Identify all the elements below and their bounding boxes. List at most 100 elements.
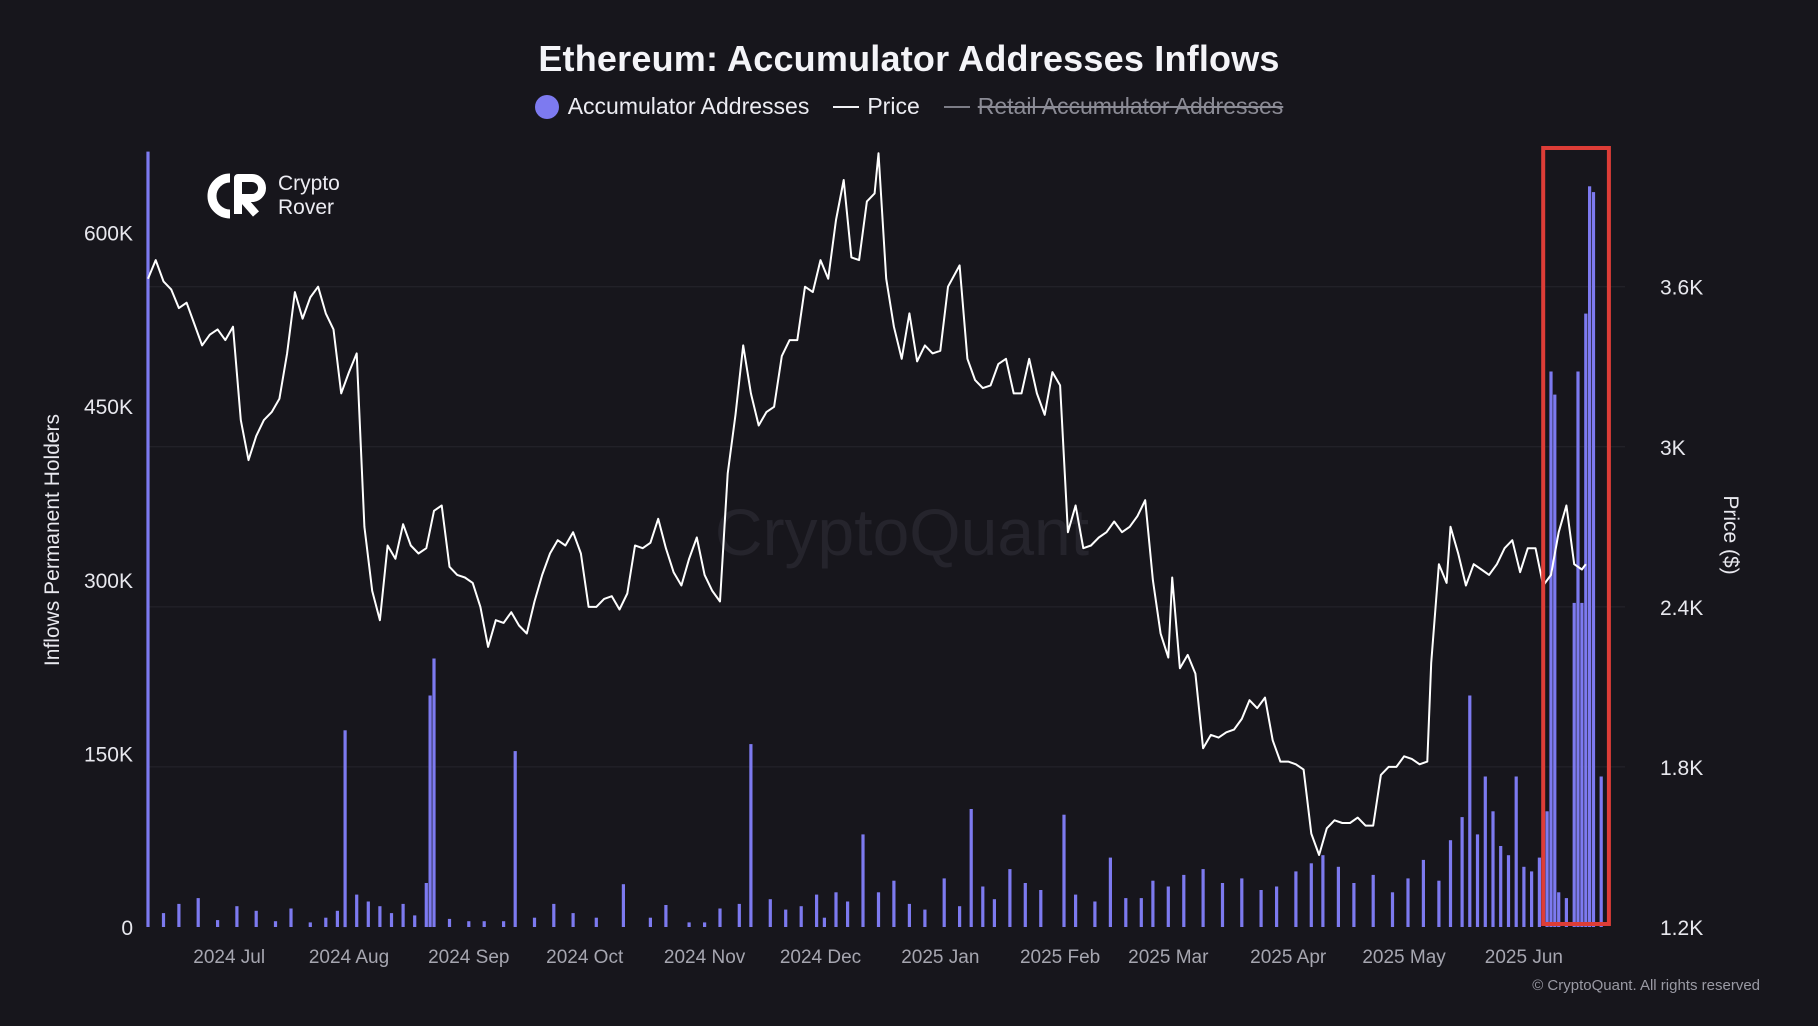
inflow-bar: [1499, 846, 1503, 927]
inflow-bar: [981, 886, 985, 927]
inflow-bar: [1008, 869, 1012, 927]
y-tick-label-right: 2.4K: [1660, 597, 1703, 620]
legend-label-retail: Retail Accumulator Addresses: [977, 93, 1284, 119]
inflow-bar: [1437, 880, 1441, 927]
inflow-bar: [1580, 602, 1584, 927]
y-tick-label-right: 3K: [1660, 437, 1686, 460]
inflow-bar: [1584, 313, 1588, 928]
inflow-bar: [834, 892, 838, 927]
y-tick-label-right: 3.6K: [1660, 277, 1703, 300]
inflow-bar: [594, 917, 598, 927]
inflow-bar: [447, 918, 452, 927]
inflow-bar: [1564, 898, 1568, 927]
inflow-bar: [235, 906, 239, 927]
inflow-bar: [146, 151, 150, 928]
x-tick-label: 2024 Aug: [309, 947, 389, 968]
inflow-bar: [749, 744, 753, 927]
inflow-bar: [1124, 898, 1128, 927]
inflow-bar: [1448, 840, 1453, 927]
inflow-bar: [907, 903, 911, 927]
y-tick-label-left: 450K: [84, 396, 133, 419]
inflow-bar: [1062, 814, 1066, 927]
inflow-bar: [687, 922, 691, 927]
inflow-bar: [1371, 874, 1375, 927]
price-line: [147, 152, 1587, 856]
inflow-bar: [552, 903, 556, 927]
inflow-bar: [366, 901, 370, 927]
x-tick-label: 2024 Nov: [664, 947, 746, 968]
inflow-bar: [1545, 811, 1549, 927]
inflow-bar: [273, 921, 278, 927]
inflow-bar: [216, 920, 220, 927]
inflow-bar: [413, 915, 417, 927]
inflow-bar: [1460, 817, 1464, 927]
inflow-bar: [428, 695, 432, 927]
inflow-bar: [196, 898, 200, 927]
inflow-bar: [1108, 857, 1112, 927]
inflow-bar: [1151, 880, 1155, 927]
x-tick-label: 2025 Jan: [901, 947, 979, 968]
inflow-bar: [1475, 834, 1480, 927]
inflow-bar: [648, 917, 652, 927]
copyright-notice: © CryptoQuant. All rights reserved: [1532, 977, 1760, 994]
inflow-bar: [958, 906, 962, 927]
legend-line-icon: [833, 105, 860, 108]
inflow-bar: [571, 913, 575, 927]
legend-item-accumulator[interactable]: Accumulator Addresses: [534, 93, 809, 120]
inflow-bar: [1182, 874, 1186, 927]
x-tick-label: 2024 Oct: [546, 947, 624, 968]
inflow-bar: [343, 730, 347, 928]
inflow-bar: [1572, 602, 1576, 927]
x-tick-label: 2024 Jul: [193, 947, 265, 968]
inflow-bar: [482, 921, 486, 927]
inflow-bar: [718, 908, 722, 927]
inflow-bar: [1406, 878, 1410, 927]
inflow-bar: [1553, 394, 1557, 928]
x-tick-label: 2025 Jun: [1485, 947, 1563, 968]
crypto-rover-logo: Crypto Rover: [200, 172, 340, 220]
inflow-bar: [1591, 192, 1596, 928]
y-axis-title-right: Price ($): [1719, 495, 1742, 574]
inflow-bar: [467, 921, 471, 927]
x-tick-label: 2025 Feb: [1020, 947, 1100, 968]
inflow-bar: [1530, 871, 1534, 927]
inflow-bar: [1549, 371, 1553, 927]
inflow-bar: [401, 903, 405, 927]
y-tick-label-right: 1.8K: [1660, 757, 1703, 780]
highlight-box: [1541, 146, 1611, 926]
legend-item-price[interactable]: Price: [833, 93, 920, 120]
inflow-bar: [923, 909, 927, 927]
inflow-bar: [1220, 883, 1225, 927]
inflow-bar: [1390, 892, 1395, 927]
inflow-bar: [424, 883, 428, 927]
inflow-bar: [1294, 871, 1298, 927]
inflow-bar: [1491, 811, 1495, 927]
inflow-bar: [799, 906, 803, 927]
inflow-bar: [703, 922, 707, 927]
inflow-bar: [1468, 695, 1472, 927]
inflow-bar: [1023, 883, 1027, 927]
x-tick-label: 2025 May: [1362, 947, 1446, 968]
inflow-bar: [177, 903, 181, 927]
inflow-bar: [1576, 371, 1580, 927]
inflow-bar: [1514, 776, 1518, 927]
inflow-bar: [1506, 855, 1511, 927]
inflow-bar: [737, 903, 741, 927]
x-tick-label: 2025 Apr: [1250, 947, 1327, 968]
inflow-bar: [1259, 890, 1263, 927]
inflow-bar: [969, 809, 973, 927]
inflow-bar: [1166, 886, 1170, 927]
x-tick-label: 2025 Mar: [1128, 947, 1209, 968]
inflow-bar: [1483, 776, 1487, 927]
logo-text-line2: Rover: [278, 196, 335, 219]
legend-line-icon: [943, 105, 970, 108]
inflow-bar: [1522, 866, 1526, 927]
inflow-bar: [1321, 855, 1325, 927]
inflow-bar: [876, 892, 881, 927]
watermark: CryptoQuant: [715, 495, 1089, 569]
legend-item-retail[interactable]: Retail Accumulator Addresses: [943, 93, 1284, 120]
chart-legend: Accumulator Addresses Price Retail Accum…: [0, 93, 1818, 120]
inflow-bar: [1201, 869, 1205, 927]
